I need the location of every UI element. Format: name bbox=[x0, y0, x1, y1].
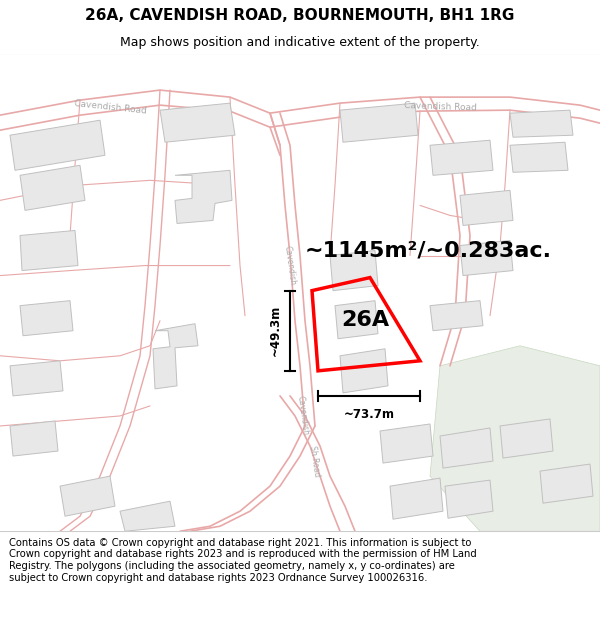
Polygon shape bbox=[175, 170, 232, 224]
Polygon shape bbox=[20, 231, 78, 271]
Polygon shape bbox=[430, 301, 483, 331]
Polygon shape bbox=[340, 349, 388, 393]
Polygon shape bbox=[160, 103, 235, 142]
Polygon shape bbox=[445, 480, 493, 518]
Text: Cavendish Road: Cavendish Road bbox=[73, 99, 146, 116]
Text: 26A, CAVENDISH ROAD, BOURNEMOUTH, BH1 1RG: 26A, CAVENDISH ROAD, BOURNEMOUTH, BH1 1R… bbox=[85, 8, 515, 23]
Polygon shape bbox=[380, 424, 433, 463]
Polygon shape bbox=[20, 165, 85, 211]
Polygon shape bbox=[500, 419, 553, 458]
Text: Sh Road: Sh Road bbox=[308, 445, 321, 477]
Polygon shape bbox=[510, 110, 573, 138]
Text: Cavendish: Cavendish bbox=[296, 396, 310, 436]
Polygon shape bbox=[20, 301, 73, 336]
Text: 26A: 26A bbox=[341, 310, 389, 330]
Polygon shape bbox=[10, 361, 63, 396]
Polygon shape bbox=[430, 140, 493, 176]
Polygon shape bbox=[10, 120, 105, 170]
Polygon shape bbox=[10, 421, 58, 456]
Polygon shape bbox=[540, 464, 593, 503]
Polygon shape bbox=[153, 324, 198, 389]
Polygon shape bbox=[335, 301, 378, 339]
Polygon shape bbox=[390, 478, 443, 519]
Polygon shape bbox=[120, 501, 175, 531]
Text: Contains OS data © Crown copyright and database right 2021. This information is : Contains OS data © Crown copyright and d… bbox=[9, 538, 477, 582]
Polygon shape bbox=[460, 241, 513, 276]
Text: ~1145m²/~0.283ac.: ~1145m²/~0.283ac. bbox=[305, 241, 552, 261]
Polygon shape bbox=[60, 476, 115, 516]
Text: Cavendish Road: Cavendish Road bbox=[403, 101, 476, 113]
Polygon shape bbox=[430, 346, 600, 531]
Text: ~73.7m: ~73.7m bbox=[343, 408, 395, 421]
Text: Map shows position and indicative extent of the property.: Map shows position and indicative extent… bbox=[120, 36, 480, 49]
Polygon shape bbox=[340, 103, 418, 142]
Polygon shape bbox=[460, 191, 513, 226]
Polygon shape bbox=[440, 428, 493, 468]
Text: ~49.3m: ~49.3m bbox=[269, 305, 282, 356]
Text: Cavendish: Cavendish bbox=[283, 245, 297, 286]
Polygon shape bbox=[330, 251, 378, 291]
Polygon shape bbox=[510, 142, 568, 172]
